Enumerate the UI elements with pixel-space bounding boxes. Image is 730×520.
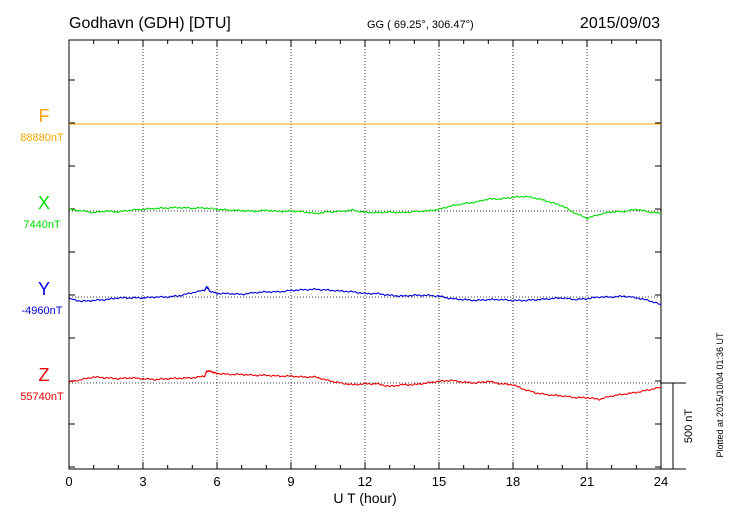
x-tick-label: 3 xyxy=(139,474,146,489)
series-name-x: X xyxy=(38,193,50,213)
x-axis-label: U T (hour) xyxy=(333,490,396,506)
x-tick-label: 24 xyxy=(654,474,668,489)
date-label: 2015/09/03 xyxy=(580,15,660,32)
series-name-f: F xyxy=(39,106,50,126)
station-title: Godhavn (GDH) [DTU] xyxy=(69,15,231,32)
x-tick-label: 15 xyxy=(432,474,446,489)
station-coordinates: GG ( 69.25°, 306.47°) xyxy=(367,19,474,31)
series-name-y: Y xyxy=(38,279,50,299)
series-line-y xyxy=(68,285,662,306)
x-tick-label: 0 xyxy=(65,474,72,489)
series-baseline-z: 55740nT xyxy=(20,391,64,403)
scale-bar-label: 500 nT xyxy=(683,409,695,444)
series-name-z: Z xyxy=(39,365,50,385)
x-tick-label: 18 xyxy=(506,474,520,489)
x-tick-label: 12 xyxy=(358,474,372,489)
x-tick-label: 6 xyxy=(213,474,220,489)
x-tick-label: 21 xyxy=(580,474,594,489)
series-baseline-f: 88880nT xyxy=(20,132,64,144)
plotted-at-note: Plotted at 2015/10/04 01:36 UT xyxy=(715,332,725,458)
series-baseline-x: 7440nT xyxy=(23,219,61,231)
series-line-z xyxy=(68,369,662,401)
scale-bar xyxy=(661,382,686,470)
series-baseline-y: -4960nT xyxy=(22,305,63,317)
plot-frame xyxy=(68,39,662,470)
series-line-x xyxy=(68,195,662,220)
x-tick-label: 9 xyxy=(287,474,294,489)
